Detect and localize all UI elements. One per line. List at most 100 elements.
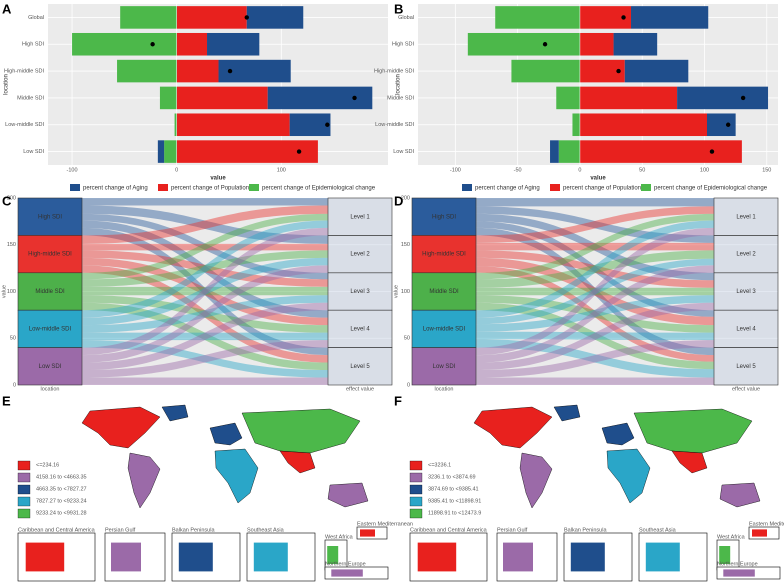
bar-segment bbox=[579, 59, 625, 83]
overall-dot bbox=[740, 95, 746, 101]
target-label: Level 4 bbox=[736, 326, 756, 332]
map-region bbox=[671, 450, 708, 474]
inset-label: Northern Europe bbox=[717, 561, 758, 567]
y-tick-label: Low-middle SDI bbox=[375, 122, 414, 128]
flow bbox=[476, 250, 714, 288]
overall-dot bbox=[352, 95, 357, 101]
y-tick-label: 50 bbox=[404, 336, 410, 342]
legend-swatch bbox=[17, 508, 31, 519]
x-axis-title: effect value bbox=[732, 386, 760, 392]
y-axis-title: location bbox=[396, 74, 402, 95]
overall-dot bbox=[296, 149, 302, 154]
panel-label: B bbox=[394, 1, 403, 16]
flow bbox=[82, 220, 328, 318]
legend-label: <=234.16 bbox=[36, 462, 59, 468]
y-tick-label: 100 bbox=[401, 289, 410, 295]
legend-label: 11898.91 to <12473.9 bbox=[428, 510, 481, 516]
legend-label: percent change of Aging bbox=[83, 186, 148, 192]
overall-dot bbox=[542, 42, 548, 47]
source-stratum bbox=[411, 272, 477, 311]
x-tick-label: 100 bbox=[277, 167, 286, 173]
flow bbox=[82, 332, 328, 341]
target-label: Level 5 bbox=[350, 364, 370, 370]
y-tick-label: 100 bbox=[7, 289, 16, 295]
flow bbox=[476, 250, 714, 288]
bar-segment bbox=[706, 113, 736, 137]
inset-region bbox=[645, 542, 680, 572]
flow bbox=[476, 206, 714, 243]
inset-label: Eastern Mediterranean bbox=[749, 521, 784, 527]
bar-segment bbox=[550, 140, 559, 163]
map-region bbox=[241, 408, 361, 454]
legend-swatch bbox=[409, 472, 423, 483]
y-tick-label: Low-middle SDI bbox=[5, 122, 44, 128]
bar-segment bbox=[267, 86, 373, 110]
y-tick-label: High SDI bbox=[22, 42, 44, 48]
flow bbox=[476, 377, 714, 385]
y-axis-title: value bbox=[1, 285, 7, 298]
legend-swatch bbox=[17, 460, 31, 471]
map-region bbox=[473, 406, 553, 449]
y-tick-label: 150 bbox=[401, 242, 410, 248]
y-tick-label: Global bbox=[398, 15, 414, 21]
bar-segment bbox=[579, 6, 632, 29]
flow bbox=[476, 340, 714, 378]
inset-label: Caribbean and Central America bbox=[410, 527, 488, 533]
flow bbox=[82, 257, 328, 326]
target-label: Level 3 bbox=[350, 289, 370, 295]
legend-label: 9385.41 to <11898.91 bbox=[428, 498, 481, 504]
bar-segment bbox=[164, 140, 177, 163]
inset-label: West Africa bbox=[325, 534, 354, 540]
inset-region bbox=[719, 546, 731, 564]
source-label: Low-middle SDI bbox=[423, 326, 466, 332]
legend-label: percent change of Epidemiological change bbox=[262, 186, 376, 192]
source-label: High SDI bbox=[38, 214, 62, 220]
target-stratum bbox=[713, 197, 779, 236]
x-axis-title: location bbox=[41, 386, 60, 392]
legend-swatch bbox=[409, 484, 423, 495]
x-axis-title: value bbox=[590, 176, 606, 182]
flow bbox=[476, 302, 714, 370]
bar-segment bbox=[495, 6, 580, 29]
source-stratum bbox=[17, 235, 83, 274]
x-tick-label: -50 bbox=[514, 167, 522, 173]
target-stratum bbox=[327, 272, 393, 311]
flow bbox=[82, 205, 328, 244]
map-region bbox=[127, 452, 161, 509]
map-region bbox=[606, 448, 651, 504]
y-tick-label: 0 bbox=[407, 382, 410, 388]
y-tick-label: Low SDI bbox=[23, 149, 44, 155]
bar-segment bbox=[207, 32, 260, 56]
target-stratum bbox=[713, 235, 779, 274]
inset-region bbox=[327, 546, 339, 564]
y-tick-label: 200 bbox=[7, 195, 16, 201]
x-axis-title: effect value bbox=[346, 386, 374, 392]
bar-segment bbox=[624, 59, 689, 83]
inset-region bbox=[253, 542, 288, 572]
y-tick-label: Low SDI bbox=[393, 149, 414, 155]
flow bbox=[82, 220, 328, 318]
flow bbox=[82, 257, 328, 326]
flow bbox=[82, 250, 328, 287]
source-stratum bbox=[17, 309, 83, 348]
x-axis-title: location bbox=[435, 386, 454, 392]
source-label: Middle SDI bbox=[429, 289, 459, 295]
bar-segment bbox=[159, 86, 177, 110]
flow bbox=[476, 206, 714, 243]
bar-segment bbox=[289, 113, 331, 137]
inset-region bbox=[723, 569, 755, 577]
target-label: Level 4 bbox=[350, 326, 370, 332]
legend-label: 3236.1 to <3874.69 bbox=[428, 474, 476, 480]
inset-region bbox=[331, 569, 363, 577]
flow bbox=[476, 295, 714, 332]
source-label: Low SDI bbox=[433, 364, 456, 370]
flow bbox=[476, 295, 714, 333]
legend-label: 3874.69 to <9385.41 bbox=[428, 486, 479, 492]
target-stratum bbox=[327, 347, 393, 386]
flow bbox=[82, 265, 328, 363]
flow bbox=[82, 302, 328, 371]
flow bbox=[476, 339, 714, 378]
bar-segment bbox=[579, 32, 614, 56]
legend-swatch bbox=[641, 184, 651, 191]
bar-segment bbox=[218, 59, 291, 83]
